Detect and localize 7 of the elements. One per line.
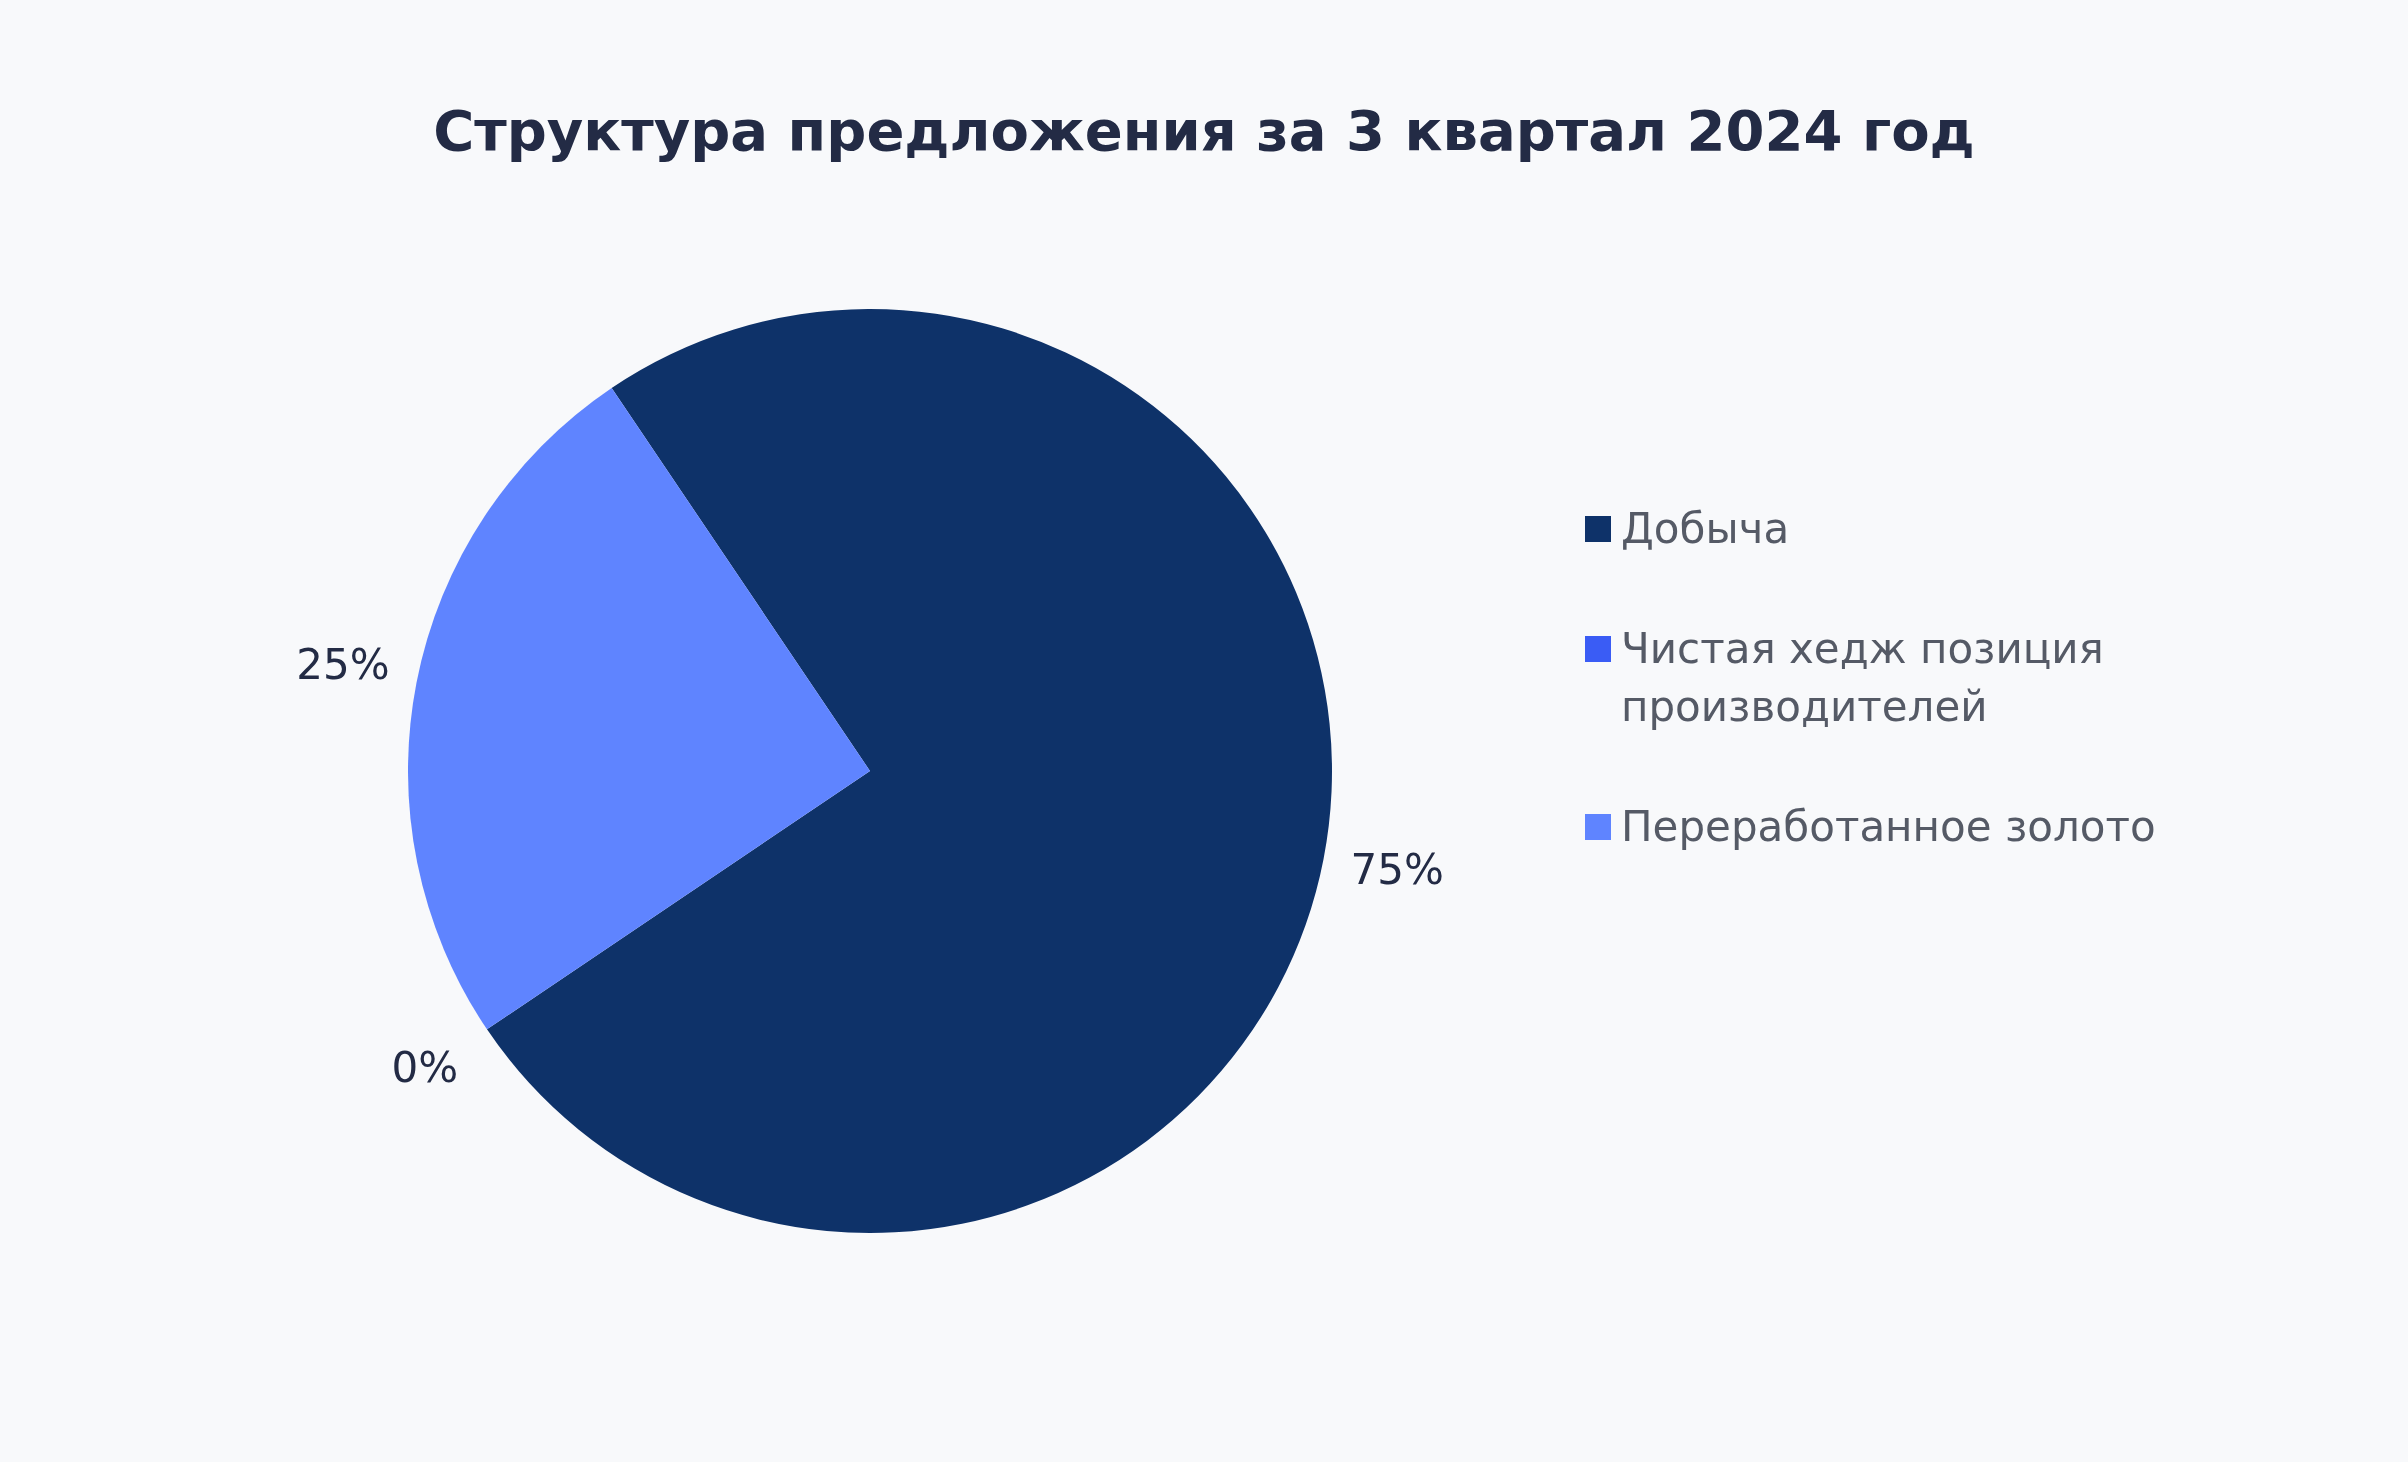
data-label: 25% [296,640,390,690]
legend-label: Добыча [1621,503,1790,555]
data-label: 75% [1350,845,1444,895]
legend-label: Переработанное золото [1621,801,2156,853]
chart-title: Структура предложения за 3 квартал 2024 год [432,98,1976,163]
text: 0% [391,1043,459,1093]
legend-label: Чистая хедж позиция производителей [1621,623,2105,733]
